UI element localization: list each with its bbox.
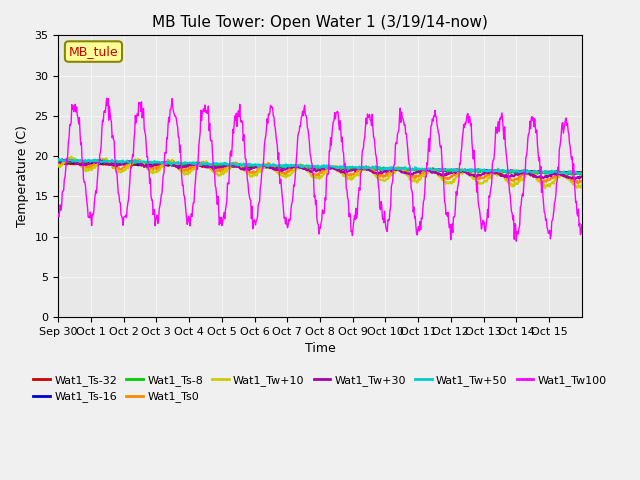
Wat1_Tw+10 bbox=[212, 170, 220, 176]
Wat1_Ts-32 bbox=[116, 161, 124, 167]
Wat1_Tw+10 bbox=[374, 177, 382, 182]
Line: Wat1_Tw+30: Wat1_Tw+30 bbox=[58, 159, 582, 179]
Wat1_Ts-8 bbox=[404, 167, 412, 173]
Wat1_Tw+10 bbox=[116, 169, 124, 175]
Wat1_Ts-32 bbox=[238, 164, 246, 170]
Wat1_Ts-8 bbox=[239, 162, 246, 168]
Wat1_Tw+50 bbox=[259, 162, 266, 168]
Title: MB Tule Tower: Open Water 1 (3/19/14-now): MB Tule Tower: Open Water 1 (3/19/14-now… bbox=[152, 15, 488, 30]
Wat1_Tw+50 bbox=[239, 162, 246, 168]
Wat1_Ts-8 bbox=[374, 166, 382, 172]
Wat1_Ts-16 bbox=[54, 158, 62, 164]
Wat1_Ts-8 bbox=[212, 163, 220, 168]
Wat1_Tw100 bbox=[578, 222, 586, 228]
Line: Wat1_Tw+50: Wat1_Tw+50 bbox=[58, 159, 582, 174]
Line: Wat1_Ts0: Wat1_Ts0 bbox=[58, 158, 582, 183]
Wat1_Ts-32 bbox=[54, 159, 62, 165]
Wat1_Tw+30 bbox=[571, 176, 579, 182]
Wat1_Tw+50 bbox=[212, 160, 220, 166]
Wat1_Tw+30 bbox=[259, 162, 266, 168]
Wat1_Tw100 bbox=[404, 146, 412, 152]
Wat1_Tw+50 bbox=[575, 171, 583, 177]
Wat1_Tw+30 bbox=[404, 171, 412, 177]
Wat1_Tw+30 bbox=[116, 161, 124, 167]
Line: Wat1_Ts-8: Wat1_Ts-8 bbox=[58, 160, 582, 175]
Wat1_Ts0 bbox=[374, 171, 382, 177]
X-axis label: Time: Time bbox=[305, 342, 335, 355]
Wat1_Tw+30 bbox=[578, 174, 586, 180]
Wat1_Tw+30 bbox=[374, 170, 382, 176]
Wat1_Ts-8 bbox=[57, 157, 65, 163]
Wat1_Ts-8 bbox=[54, 158, 62, 164]
Wat1_Ts-16 bbox=[559, 171, 566, 177]
Wat1_Tw100 bbox=[212, 192, 220, 198]
Wat1_Ts0 bbox=[65, 155, 72, 161]
Wat1_Ts0 bbox=[574, 180, 582, 186]
Wat1_Tw+10 bbox=[259, 166, 266, 172]
Wat1_Ts-16 bbox=[259, 164, 266, 170]
Wat1_Tw+50 bbox=[54, 157, 62, 163]
Wat1_Tw+10 bbox=[404, 172, 412, 178]
Wat1_Tw+30 bbox=[54, 158, 62, 164]
Wat1_Ts0 bbox=[404, 171, 412, 177]
Wat1_Ts0 bbox=[259, 164, 266, 170]
Wat1_Tw+10 bbox=[239, 163, 246, 169]
Wat1_Tw100 bbox=[239, 118, 246, 124]
Wat1_Ts-8 bbox=[259, 163, 266, 169]
Wat1_Tw100 bbox=[54, 211, 62, 217]
Wat1_Ts0 bbox=[54, 162, 62, 168]
Wat1_Tw+10 bbox=[54, 163, 62, 169]
Wat1_Ts0 bbox=[116, 166, 124, 172]
Wat1_Ts-32 bbox=[403, 167, 411, 173]
Wat1_Ts-16 bbox=[404, 168, 412, 173]
Wat1_Ts-32 bbox=[258, 165, 266, 170]
Wat1_Ts-32 bbox=[578, 169, 586, 175]
Wat1_Ts-16 bbox=[212, 163, 220, 168]
Wat1_Tw+50 bbox=[374, 166, 382, 171]
Wat1_Tw+10 bbox=[541, 185, 548, 191]
Wat1_Ts-32 bbox=[374, 166, 381, 171]
Line: Wat1_Ts-16: Wat1_Ts-16 bbox=[58, 161, 582, 174]
Wat1_Tw+10 bbox=[578, 182, 586, 188]
Wat1_Tw+30 bbox=[212, 165, 220, 171]
Wat1_Tw100 bbox=[259, 165, 266, 171]
Wat1_Ts-32 bbox=[212, 163, 220, 169]
Line: Wat1_Ts-32: Wat1_Ts-32 bbox=[58, 162, 582, 173]
Wat1_Ts-16 bbox=[63, 158, 71, 164]
Wat1_Tw+50 bbox=[578, 171, 586, 177]
Wat1_Tw+30 bbox=[239, 166, 246, 171]
Wat1_Tw+10 bbox=[67, 154, 75, 159]
Wat1_Ts-8 bbox=[568, 172, 576, 178]
Wat1_Ts-32 bbox=[568, 170, 576, 176]
Wat1_Tw+50 bbox=[55, 156, 63, 162]
Wat1_Tw100 bbox=[103, 96, 111, 101]
Wat1_Ts-8 bbox=[578, 171, 586, 177]
Wat1_Tw100 bbox=[374, 182, 382, 188]
Y-axis label: Temperature (C): Temperature (C) bbox=[16, 125, 29, 227]
Wat1_Ts0 bbox=[212, 167, 220, 173]
Wat1_Ts-16 bbox=[374, 166, 382, 171]
Wat1_Tw+50 bbox=[116, 158, 124, 164]
Legend: Wat1_Ts-32, Wat1_Ts-16, Wat1_Ts-8, Wat1_Ts0, Wat1_Tw+10, Wat1_Tw+30, Wat1_Tw+50,: Wat1_Ts-32, Wat1_Ts-16, Wat1_Ts-8, Wat1_… bbox=[29, 371, 611, 407]
Wat1_Ts0 bbox=[578, 178, 586, 184]
Wat1_Ts-16 bbox=[239, 163, 246, 169]
Wat1_Tw100 bbox=[116, 200, 124, 205]
Wat1_Ts0 bbox=[239, 166, 246, 172]
Wat1_Ts-16 bbox=[116, 160, 124, 166]
Wat1_Tw+50 bbox=[404, 166, 412, 171]
Wat1_Tw100 bbox=[513, 238, 520, 244]
Line: Wat1_Tw+10: Wat1_Tw+10 bbox=[58, 156, 582, 188]
Text: MB_tule: MB_tule bbox=[68, 45, 118, 58]
Wat1_Ts-8 bbox=[116, 159, 124, 165]
Wat1_Ts-16 bbox=[578, 170, 586, 176]
Wat1_Tw+30 bbox=[63, 156, 71, 162]
Line: Wat1_Tw100: Wat1_Tw100 bbox=[58, 98, 582, 241]
